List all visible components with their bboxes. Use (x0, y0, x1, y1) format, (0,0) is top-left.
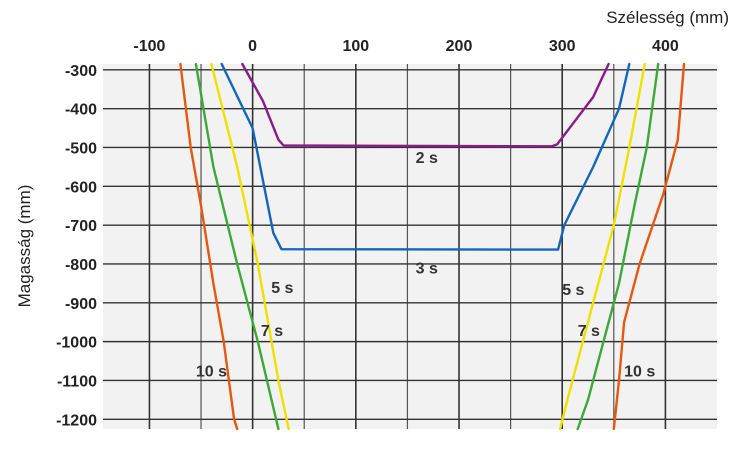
y-tick-label: -600 (65, 179, 97, 196)
grid (103, 64, 717, 429)
series-line-3-0 (194, 62, 280, 431)
x-tick-label: 0 (248, 38, 257, 55)
series-line-4-0 (179, 62, 239, 431)
y-tick-label: -300 (65, 63, 97, 80)
y-tick-label: -400 (65, 102, 97, 119)
x-tick-label: 200 (446, 38, 473, 55)
series-annotation: 5 s (562, 282, 584, 299)
series-annotation: 2 s (416, 150, 438, 167)
y-tick-label: -700 (65, 218, 97, 235)
y-tick-label: -1200 (56, 412, 97, 429)
series-line-3-1 (576, 62, 660, 431)
x-tick-label: 300 (549, 38, 576, 55)
series-line-2-0 (210, 62, 290, 431)
series-annotation: 7 s (578, 323, 600, 340)
x-tick-label: 400 (652, 38, 679, 55)
x-axis-title: Szélesség (mm) (606, 8, 729, 27)
series-annotation: 7 s (261, 323, 283, 340)
series-annotation: 5 s (271, 280, 293, 297)
series-annotation: 10 s (196, 364, 227, 381)
y-tick-labels: -300 -400 -500 -600 -700 -800 -900 -1000 -1100 -1… (56, 63, 97, 429)
y-axis-title: Magasság (mm) (15, 185, 34, 308)
y-tick-label: -800 (65, 257, 97, 274)
annotations: 2 s 3 s 5 s 5 s 7 s 7 s 10 s 10 s (196, 150, 655, 381)
x-tick-label: 100 (342, 38, 369, 55)
series-line-2-1 (558, 62, 646, 431)
x-tick-label: -100 (133, 38, 165, 55)
y-tick-label: -900 (65, 296, 97, 313)
series-line-0-0 (241, 62, 610, 148)
series-annotation: 3 s (416, 261, 438, 278)
series-line-4-1 (612, 62, 686, 431)
y-tick-label: -1000 (56, 335, 97, 352)
x-tick-labels: -100 0 100 200 300 400 (133, 38, 678, 55)
y-tick-label: -1100 (57, 373, 97, 390)
y-tick-label: -500 (65, 140, 97, 157)
series-annotation: 10 s (624, 364, 655, 381)
series-lines (179, 62, 686, 431)
series-line-1-0 (220, 62, 631, 251)
